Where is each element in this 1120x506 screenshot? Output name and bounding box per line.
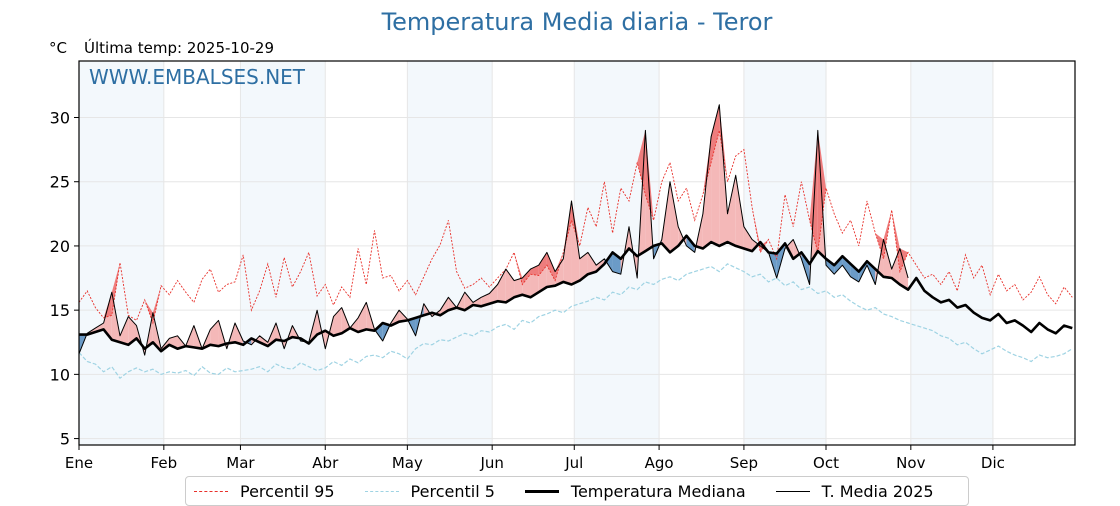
fill-below-median [834,256,843,275]
x-tick-label: Ago [645,454,674,472]
x-tick-label: Jul [564,454,583,472]
legend-swatch-median [524,489,559,493]
y-tick-label: 25 [50,173,70,192]
legend-item-p95: Percentil 95 [194,482,335,501]
legend-label-y2025: T. Media 2025 [821,481,934,501]
series-line-median [79,234,1073,353]
fill-above-median [555,258,564,286]
fill-above-p95 [637,130,646,195]
plot-frame [78,60,1076,446]
legend-item-p5: Percentil 5 [364,481,495,501]
month-band [407,61,493,445]
chart-title: Temperatura Media diaria - Teror [381,8,773,36]
fill-above-p95 [538,252,547,276]
fill-above-p95 [514,252,523,285]
fill-above-p95 [144,299,153,323]
series-line-2025 [78,104,909,356]
x-tick-label: Jun [479,454,503,472]
x-tick-label: Abr [312,454,339,472]
x-tick-label: May [392,454,423,472]
watermark: WWW.EMBALSES.NET [89,65,306,89]
y-tick-label: 30 [50,109,70,128]
legend-item-y2025: T. Media 2025 [775,481,934,501]
legend-item-median: Temperatura Mediana [524,481,746,501]
y-tick-label: 10 [50,365,70,384]
legend: Percentil 95 Percentil 5 Temperatura Med… [185,476,969,506]
fill-above-median [210,320,219,347]
fill-above-median [670,181,679,253]
y-tick-label: 15 [50,301,70,320]
fill-above-median [259,335,268,347]
x-tick-label: Oct [813,454,839,472]
fill-above-median [505,269,515,303]
fill-above-p95 [711,104,720,163]
fill-below-median [826,258,835,275]
fill-above-median [489,284,498,304]
fill-below-median [243,338,252,345]
x-tick-label: Ene [65,454,93,472]
legend-swatch-y2025 [775,490,810,492]
fill-above-p95 [752,207,761,253]
fill-above-median [514,278,523,298]
fill-below-median [850,263,859,282]
y-tick-label: 20 [50,237,70,256]
fill-above-median [735,175,744,249]
fill-above-p95 [702,136,712,195]
fill-above-p95 [546,252,556,281]
x-tick-label: Nov [896,454,925,472]
x-tick-label: Mar [226,454,255,472]
fill-above-p95 [522,269,531,285]
fill-above-median [727,175,736,246]
fill-above-p95 [645,130,654,221]
fill-above-median [497,269,506,303]
fill-above-p95 [719,104,728,182]
legend-label-p5: Percentil 5 [410,481,495,501]
fill-below-median [374,322,383,341]
fill-above-median [743,226,753,252]
series-line-p95 [78,130,1073,325]
legend-label-p95: Percentil 95 [240,481,335,501]
fill-above-median [120,316,129,345]
fill-above-median [579,252,588,281]
legend-swatch-p95 [194,490,228,492]
fill-above-median [358,302,367,332]
month-band [79,61,164,445]
y-axis-unit: °C [49,39,67,57]
fill-above-p95 [530,265,539,276]
fill-above-median [587,252,597,275]
x-tick-label: Sep [730,454,758,472]
month-band [240,61,326,445]
series-line-p5 [78,263,1073,380]
legend-swatch-p5 [364,490,399,492]
y-tick-label: 5 [60,430,70,449]
x-tick-label: Feb [151,454,178,472]
fill-below-median [842,256,851,277]
last-temp-label: Última temp: 2025-10-29 [84,39,275,57]
month-band [910,61,993,445]
x-tick-label: Dic [981,454,1005,472]
legend-label-median: Temperatura Mediana [570,481,746,501]
